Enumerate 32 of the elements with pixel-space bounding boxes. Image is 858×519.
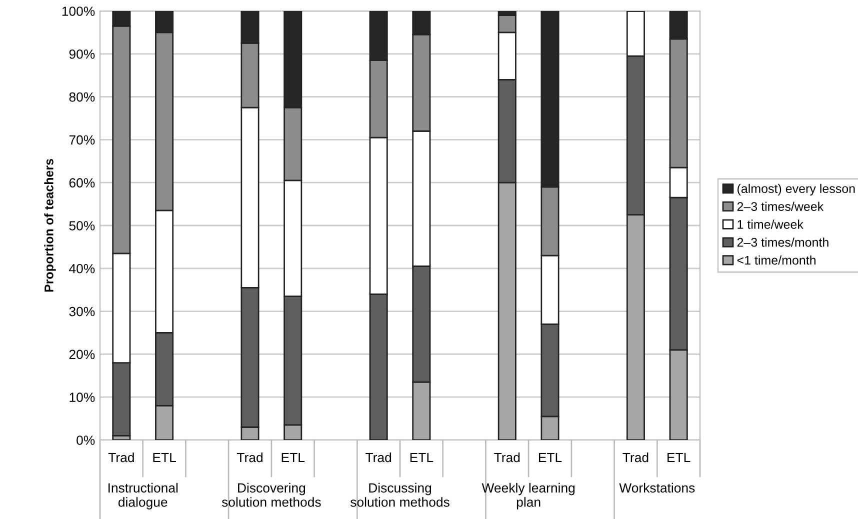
x-tick-label: ETL xyxy=(282,452,305,462)
y-axis-title: Proportion of teachers xyxy=(44,158,56,292)
legend-label: 2–3 times/month xyxy=(737,238,828,247)
text: Instructional dialogue xyxy=(108,482,178,510)
y-tick-label: 10% xyxy=(70,392,95,402)
x-tick-label: ETL xyxy=(668,452,690,462)
y-tick-label: 50% xyxy=(69,221,95,230)
y-tick-label: 30% xyxy=(69,306,95,316)
x-tick-label: ETL xyxy=(538,452,562,462)
y-tick-label: 60% xyxy=(69,178,95,188)
y-tick-label: 100% xyxy=(62,6,95,16)
y-tick-label: 80% xyxy=(69,92,95,102)
legend-label: <1 time/month xyxy=(737,255,816,265)
y-tick-label: 0% xyxy=(76,436,95,445)
legend-label: (almost) every lesson xyxy=(738,184,855,196)
text: Weekly learning plan xyxy=(482,482,575,510)
legend-label: 1 time/week xyxy=(738,220,804,229)
x-tick-label: Trad xyxy=(236,452,262,462)
y-tick-label: 20% xyxy=(69,350,95,360)
x-tick-label: Trad xyxy=(366,452,392,462)
x-tick-label: Trad xyxy=(108,452,134,462)
text: Workstations xyxy=(619,482,695,493)
text: Discovering solution methods xyxy=(222,482,321,507)
x-tick-label: Trad xyxy=(622,452,648,462)
x-tick-label: ETL xyxy=(410,452,434,462)
y-tick-label: 90% xyxy=(69,49,95,59)
text: Discussing solution methods xyxy=(350,482,450,507)
y-tick-label: 70% xyxy=(69,135,95,145)
x-tick-label: ETL xyxy=(153,452,176,462)
legend-label: 2–3 times/week xyxy=(737,202,824,211)
y-tick-label: 40% xyxy=(69,264,95,274)
x-tick-label: Trad xyxy=(494,452,520,462)
